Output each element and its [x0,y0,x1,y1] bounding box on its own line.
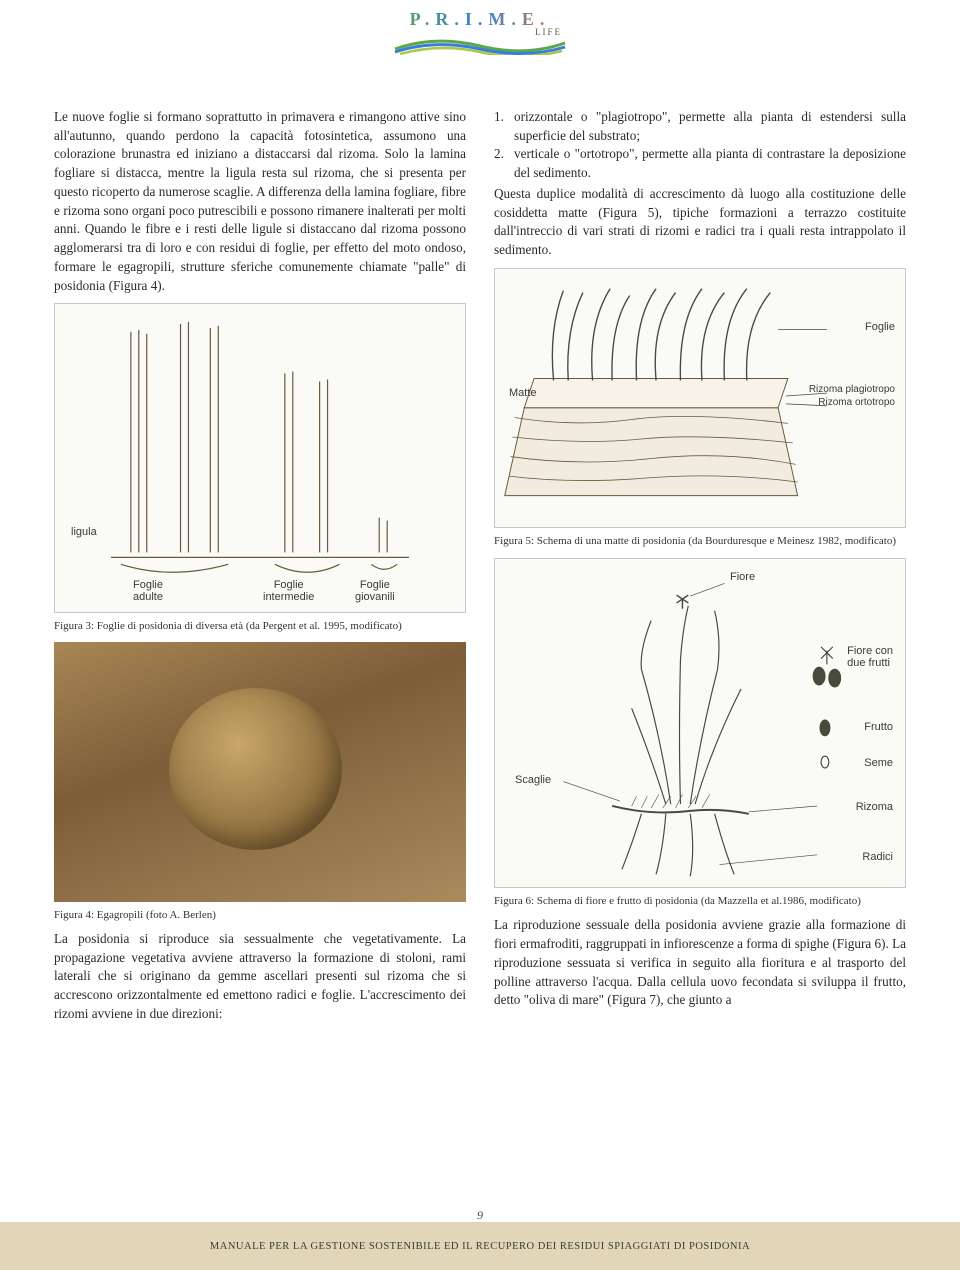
header-logo: P.R.I.M.E. LIFE [0,0,960,60]
right-paragraph-1: Questa duplice modalità di accrescimento… [494,185,906,260]
logo-swirl-icon [390,37,570,55]
fig3-giovanili-label: Foglie giovanili [355,579,395,603]
fig3-ligula-label: ligula [71,526,97,538]
figure-3-caption: Figura 3: Foglie di posidonia di diversa… [54,619,466,633]
figure-3: ligula Foglie adulte Foglie intermedie F… [54,303,466,613]
fig5-ro-label: Rizoma ortotropo [818,397,895,408]
footer: 9 MANUALE PER LA GESTIONE SOSTENIBILE ED… [0,1222,960,1270]
list-text-2: verticale o "ortotropo", permette alla p… [514,146,906,180]
left-paragraph-2: La posidonia si riproduce sia sessualmen… [54,930,466,1024]
list-text-1: orizzontale o "plagiotropo", permette al… [514,109,906,143]
fig6-scaglie-label: Scaglie [515,774,551,786]
left-column: Le nuove foglie si formano soprattutto i… [54,108,466,1024]
list-item-1: 1. orizzontale o "plagiotropo", permette… [494,108,906,145]
footer-title: MANUALE PER LA GESTIONE SOSTENIBILE ED I… [210,1241,750,1252]
figure-4-caption: Figura 4: Egagropili (foto A. Berlen) [54,908,466,922]
content-area: Le nuove foglie si formano soprattutto i… [0,60,960,1024]
right-column: 1. orizzontale o "plagiotropo", permette… [494,108,906,1024]
figure-6-caption: Figura 6: Schema di fiore e frutto di po… [494,894,906,908]
fig6-rizoma-label: Rizoma [856,801,893,813]
fig5-matte-label: Matte [509,387,537,399]
left-paragraph-1: Le nuove foglie si formano soprattutto i… [54,108,466,295]
fig6-radici-label: Radici [862,851,893,863]
figure-4 [54,642,466,902]
list-item-2: 2. verticale o "ortotropo", permette all… [494,145,906,182]
page-number: 9 [477,1208,483,1223]
fig6-fiore-label: Fiore [730,571,755,583]
figure-5: Foglie Rizoma plagiotropo Rizoma ortotro… [494,268,906,528]
fig3-adulte-label: Foglie adulte [133,579,163,603]
figure-6: Fiore Fiore con due frutti Frutto Seme R… [494,558,906,888]
list-num-1: 1. [494,108,504,127]
fig3-intermedie-label: Foglie intermedie [263,579,314,603]
fig5-rp-label: Rizoma plagiotropo [809,384,895,395]
list-num-2: 2. [494,145,504,164]
figure-5-caption: Figura 5: Schema di una matte di posidon… [494,534,906,548]
right-paragraph-2: La riproduzione sessuale della posidonia… [494,916,906,1010]
fig6-frutto-label: Frutto [864,721,893,733]
fig6-fcf-label: Fiore con due frutti [847,645,893,669]
fig5-foglie-label: Foglie [865,321,895,333]
fig6-seme-label: Seme [864,757,893,769]
